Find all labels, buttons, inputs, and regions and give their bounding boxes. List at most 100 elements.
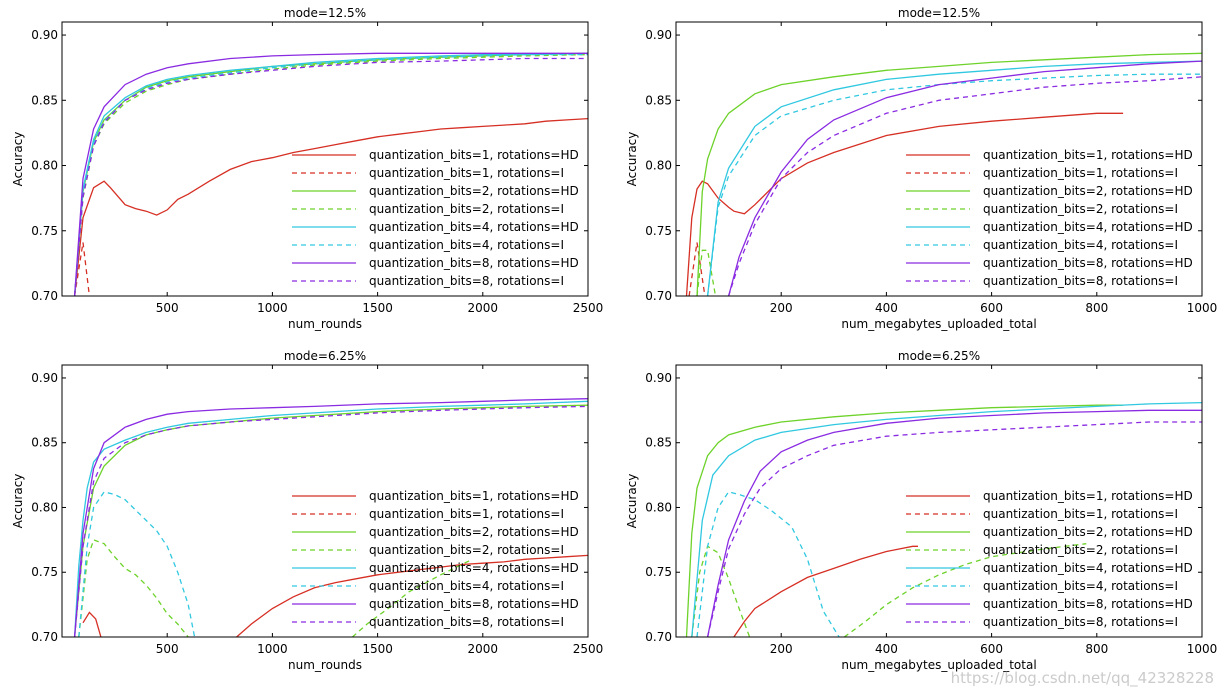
series-line-quantization-bits-2-rotations-hd bbox=[685, 404, 1124, 637]
series-line-quantization-bits-2-rotations-i bbox=[691, 545, 751, 637]
series-line-quantization-bits-8-rotations-hd bbox=[73, 52, 588, 296]
y-tick-label: 0.70 bbox=[31, 630, 58, 644]
watermark: https://blog.csdn.net/qq_42328228 bbox=[950, 669, 1214, 687]
series-line-quantization-bits-4-rotations-i bbox=[706, 73, 1202, 296]
legend: quantization_bits=1, rotations=HD quantiz… bbox=[292, 148, 579, 288]
series-line-quantization-bits-2-rotations-hd bbox=[73, 404, 588, 637]
y-tick-label: 0.85 bbox=[645, 436, 672, 450]
legend-label: quantization_bits=4, rotations=I bbox=[369, 238, 564, 252]
chart-panel-4: 0.70 0.75 0.80 0.85 0.90 200 400 600 800 1000 mode… bbox=[625, 349, 1217, 672]
series-line-quantization-bits-2-rotations-i bbox=[696, 249, 717, 296]
legend-label: quantization_bits=4, rotations=I bbox=[983, 579, 1178, 593]
x-tick-label: 600 bbox=[980, 642, 1003, 656]
legend-label: quantization_bits=2, rotations=HD bbox=[369, 525, 579, 539]
legend-label: quantization_bits=2, rotations=I bbox=[983, 543, 1178, 557]
y-tick-label: 0.85 bbox=[31, 436, 58, 450]
x-tick-label: 500 bbox=[156, 301, 179, 315]
plot-area bbox=[676, 22, 1202, 296]
series-line-quantization-bits-8-rotations-i bbox=[727, 76, 1202, 296]
x-tick-label: 500 bbox=[156, 642, 179, 656]
x-tick-label: 800 bbox=[1085, 642, 1108, 656]
chart-panel-2: 0.70 0.75 0.80 0.85 0.90 200 400 600 800 1000 mode… bbox=[625, 6, 1217, 331]
plot-frame bbox=[675, 364, 1203, 638]
x-tick-label: 1000 bbox=[257, 642, 288, 656]
chart-title: mode=12.5% bbox=[898, 6, 980, 20]
y-tick-label: 0.70 bbox=[645, 630, 672, 644]
legend-label: quantization_bits=4, rotations=I bbox=[983, 238, 1178, 252]
legend-label: quantization_bits=1, rotations=HD bbox=[983, 148, 1193, 162]
x-tick-label: 2000 bbox=[468, 301, 499, 315]
y-tick-label: 0.90 bbox=[31, 28, 58, 42]
chart-panel-1: 0.70 0.75 0.80 0.85 0.90 500 1000 1500 2000 2500 m… bbox=[11, 6, 603, 331]
plot-frame bbox=[61, 364, 589, 638]
series-line-quantization-bits-4-rotations-hd bbox=[73, 52, 588, 296]
series-line-quantization-bits-8-rotations-hd bbox=[727, 60, 1202, 296]
series-line-quantization-bits-8-rotations-i bbox=[706, 421, 1202, 637]
series-line-quantization-bits-1-rotations-hd bbox=[82, 611, 102, 637]
legend-label: quantization_bits=8, rotations=HD bbox=[983, 597, 1193, 611]
y-tick-label: 0.90 bbox=[31, 371, 58, 385]
legend-label: quantization_bits=2, rotations=HD bbox=[983, 525, 1193, 539]
legend-label: quantization_bits=1, rotations=HD bbox=[369, 489, 579, 503]
series-line-quantization-bits-4-rotations-hd bbox=[691, 401, 1202, 637]
legend-label: quantization_bits=1, rotations=HD bbox=[369, 148, 579, 162]
y-tick-label: 0.75 bbox=[31, 224, 58, 238]
series-line-quantization-bits-8-rotations-i bbox=[73, 57, 588, 296]
x-tick-label: 1500 bbox=[362, 301, 393, 315]
y-axis-label: Accuracy bbox=[11, 132, 25, 187]
legend-label: quantization_bits=4, rotations=HD bbox=[983, 561, 1193, 575]
y-tick-label: 0.75 bbox=[645, 224, 672, 238]
series-group bbox=[685, 401, 1202, 637]
plot-area bbox=[62, 365, 588, 637]
series-line-quantization-bits-1-rotations-i bbox=[73, 242, 91, 296]
series-line-quantization-bits-4-rotations-hd bbox=[73, 400, 588, 637]
legend-label: quantization_bits=8, rotations=HD bbox=[369, 597, 579, 611]
y-tick-label: 0.70 bbox=[31, 289, 58, 303]
legend-label: quantization_bits=1, rotations=I bbox=[983, 507, 1178, 521]
series-group bbox=[685, 52, 1202, 296]
y-tick-label: 0.80 bbox=[645, 159, 672, 173]
legend-label: quantization_bits=1, rotations=HD bbox=[983, 489, 1193, 503]
chart-title: mode=6.25% bbox=[284, 349, 366, 363]
legend-label: quantization_bits=1, rotations=I bbox=[369, 507, 564, 521]
series-group bbox=[73, 398, 588, 637]
x-tick-label: 200 bbox=[770, 301, 793, 315]
series-line-quantization-bits-1-rotations-hd-cont bbox=[236, 554, 588, 637]
y-axis-label: Accuracy bbox=[11, 474, 25, 529]
legend-label: quantization_bits=2, rotations=I bbox=[369, 543, 564, 557]
y-tick-label: 0.75 bbox=[645, 565, 672, 579]
y-tick-label: 0.90 bbox=[645, 28, 672, 42]
legend-label: quantization_bits=4, rotations=HD bbox=[369, 220, 579, 234]
legend-label: quantization_bits=8, rotations=HD bbox=[983, 256, 1193, 270]
series-line-quantization-bits-2-rotations-i bbox=[78, 539, 189, 637]
x-tick-label: 2500 bbox=[573, 301, 604, 315]
series-line-quantization-bits-8-rotations-hd bbox=[73, 398, 588, 637]
x-tick-label: 200 bbox=[770, 642, 793, 656]
legend-label: quantization_bits=2, rotations=HD bbox=[369, 184, 579, 198]
y-tick-label: 0.80 bbox=[31, 159, 58, 173]
x-tick-label: 600 bbox=[980, 301, 1003, 315]
legend-label: quantization_bits=4, rotations=HD bbox=[369, 561, 579, 575]
x-axis-label: num_megabytes_uploaded_total bbox=[841, 317, 1036, 331]
x-tick-label: 400 bbox=[875, 301, 898, 315]
legend-label: quantization_bits=1, rotations=I bbox=[983, 166, 1178, 180]
series-line-quantization-bits-1-rotations-hd bbox=[73, 117, 588, 296]
x-axis-label: num_rounds bbox=[288, 317, 362, 331]
legend-label: quantization_bits=8, rotations=HD bbox=[369, 256, 579, 270]
plot-frame bbox=[61, 21, 589, 297]
legend-label: quantization_bits=2, rotations=I bbox=[369, 202, 564, 216]
y-tick-label: 0.75 bbox=[31, 565, 58, 579]
x-tick-label: 2500 bbox=[573, 642, 604, 656]
series-line-quantization-bits-4-rotations-i bbox=[73, 53, 588, 296]
y-axis-label: Accuracy bbox=[625, 474, 639, 529]
chart-title: mode=12.5% bbox=[284, 6, 366, 20]
x-tick-label: 1000 bbox=[1187, 301, 1218, 315]
y-tick-label: 0.85 bbox=[645, 93, 672, 107]
series-group bbox=[73, 52, 588, 296]
x-axis-label: num_rounds bbox=[288, 658, 362, 672]
legend-label: quantization_bits=1, rotations=I bbox=[369, 166, 564, 180]
series-line-quantization-bits-8-rotations-hd bbox=[706, 409, 1202, 637]
legend-label: quantization_bits=8, rotations=I bbox=[983, 274, 1178, 288]
